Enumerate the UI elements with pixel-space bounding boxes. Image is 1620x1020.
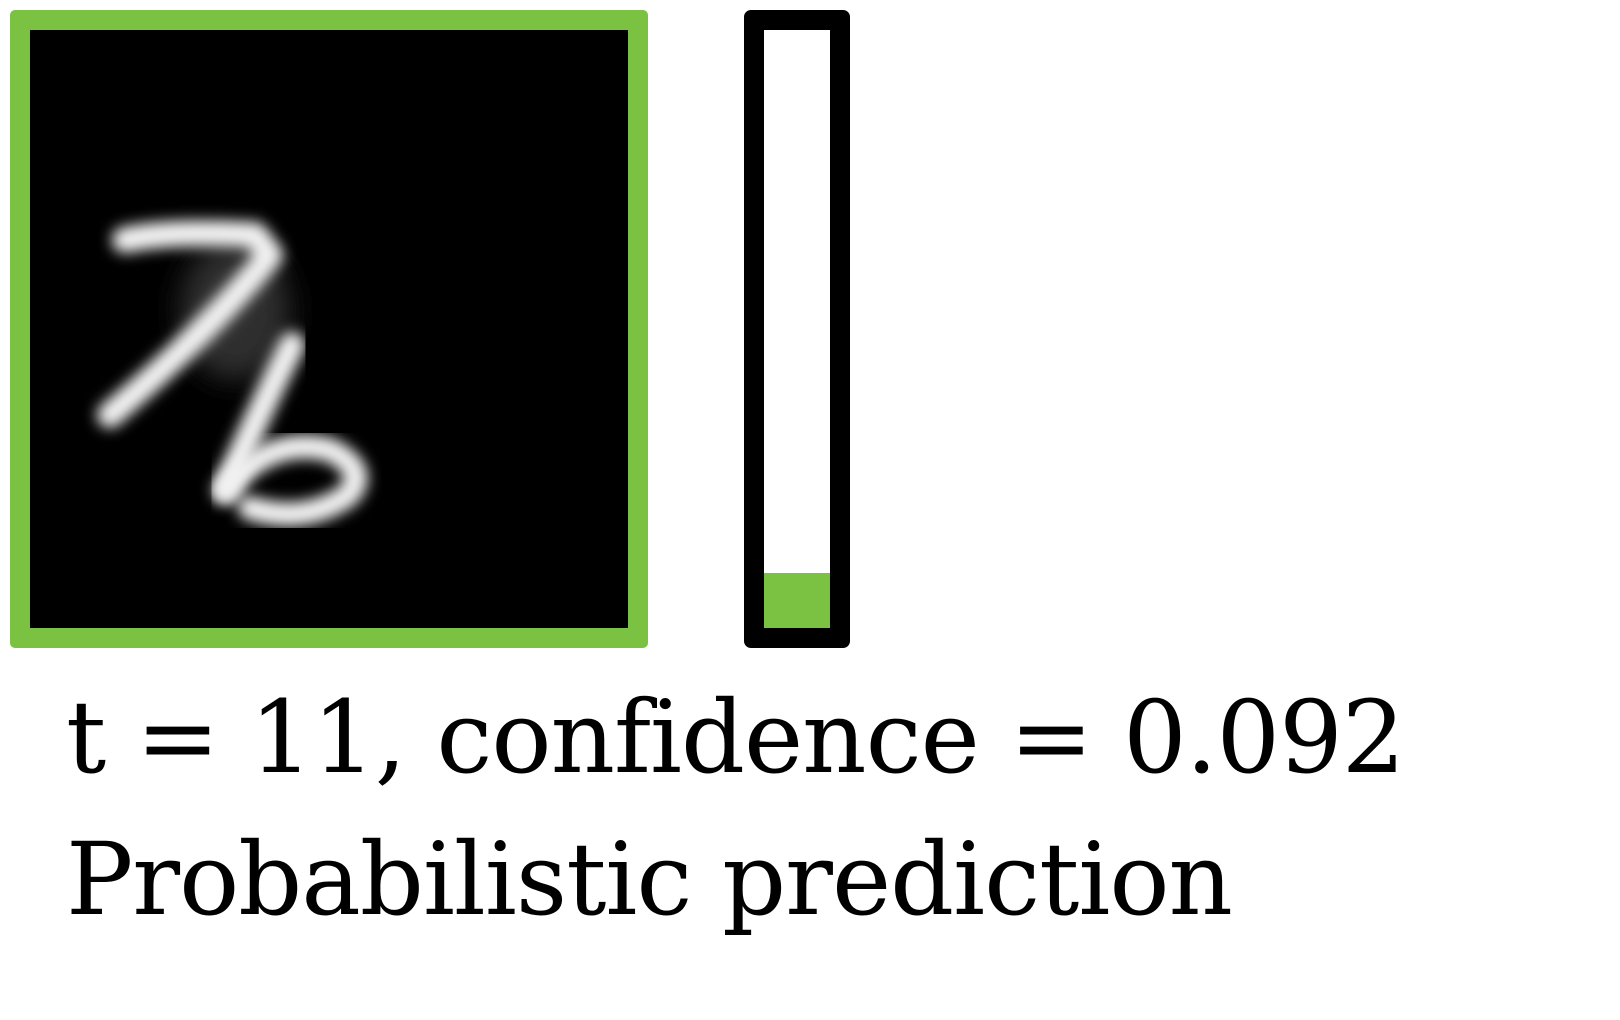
prediction-type-label: Probabilistic prediction: [66, 821, 1233, 938]
confidence-bar-fill: [764, 572, 830, 628]
timestep-confidence-label: t = 11, confidence = 0.092: [66, 679, 1405, 796]
digit-image-frame: [10, 10, 648, 648]
handwritten-digits-image: [97, 220, 368, 527]
confidence-bar: [744, 10, 850, 648]
